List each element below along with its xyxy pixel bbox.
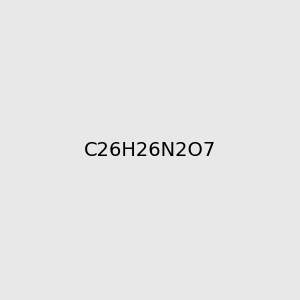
Text: C26H26N2O7: C26H26N2O7 — [84, 140, 216, 160]
